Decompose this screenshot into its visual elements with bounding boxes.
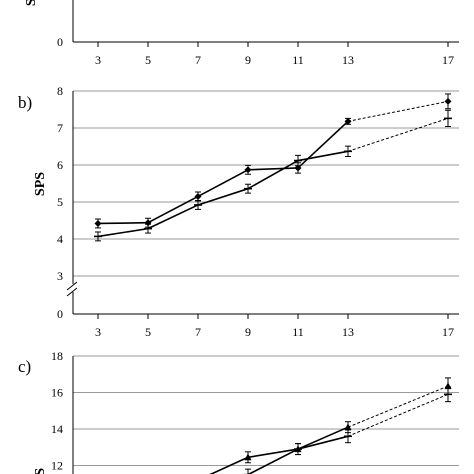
panel-b-series-2-segment bbox=[97, 227, 149, 238]
panel-c-series-1-segment bbox=[209, 456, 249, 474]
panel-c-y-tick-label: 18 bbox=[51, 349, 63, 363]
panel-a-x-tick-label: 9 bbox=[245, 53, 251, 67]
panel-b-x-tick-label: 3 bbox=[95, 325, 101, 339]
panel-b-y-tick-label: 6 bbox=[57, 158, 63, 172]
panel-a-y-axis-label: SPS bbox=[24, 0, 39, 6]
panel-b-axis-break-mark bbox=[66, 281, 78, 291]
panel-b-series-1-point bbox=[94, 219, 102, 227]
panel-c-series-1-segment bbox=[347, 385, 449, 428]
panel-b-y-tick-label: 5 bbox=[57, 195, 63, 209]
panel-a-x-tick-label: 5 bbox=[145, 53, 151, 67]
panel-a-x-tick-label: 11 bbox=[292, 53, 304, 67]
panel-b-y-tick-label: 7 bbox=[57, 121, 63, 135]
panel-b-series-1-point bbox=[244, 166, 252, 174]
panel-b-series-1-point bbox=[444, 97, 452, 105]
panel-b-y-tick-label: 4 bbox=[57, 232, 63, 246]
panel-c-series-2-segment bbox=[247, 448, 299, 474]
panel-c-series-1-segment bbox=[297, 426, 349, 450]
panel-b-series-2-segment bbox=[197, 187, 249, 206]
panel-b-x-tick-label: 5 bbox=[145, 325, 151, 339]
panel-b-series-2-segment bbox=[347, 117, 449, 152]
panel-b-series-1-segment bbox=[147, 195, 199, 224]
panel-c-series-2-segment bbox=[297, 435, 349, 450]
panel-a-y-tick-label: 0 bbox=[57, 35, 63, 49]
panel-a-x-tick-label: 3 bbox=[95, 53, 101, 67]
panel-b-series-1-segment bbox=[97, 221, 149, 225]
panel-b-y-axis-label: SPS bbox=[33, 172, 48, 196]
panel-b-series-2-segment bbox=[147, 204, 199, 230]
panel-c-label: c) bbox=[18, 357, 31, 376]
panel-a-x-tick-label: 17 bbox=[442, 53, 454, 67]
panel-c-series-2-segment bbox=[347, 393, 449, 437]
panel-b-y-tick-label: 3 bbox=[57, 269, 63, 283]
panel-c-y-tick-label: 12 bbox=[51, 459, 63, 473]
panel-b-axis-break-gap bbox=[67, 284, 79, 292]
panel-b-axis-break-mark bbox=[66, 287, 78, 297]
panel-b-series-1-segment bbox=[297, 120, 349, 169]
panel-b-y-zero-label: 0 bbox=[57, 307, 63, 321]
panel-c-series-1-segment bbox=[247, 448, 299, 459]
panel-c-series-1-point bbox=[244, 453, 252, 461]
panel-b-x-tick-label: 17 bbox=[442, 325, 454, 339]
panel-a-x-tick-label: 13 bbox=[342, 53, 354, 67]
panel-b-x-tick-label: 9 bbox=[245, 325, 251, 339]
panel-c-y-axis-label: SPS bbox=[33, 468, 48, 474]
panel-a-x-tick-label: 7 bbox=[195, 53, 201, 67]
panel-b-y-tick-label: 8 bbox=[57, 84, 63, 98]
panel-b-series-1-segment bbox=[247, 167, 299, 171]
panel-b-series-2-segment bbox=[247, 159, 299, 190]
panel-b-x-tick-label: 11 bbox=[292, 325, 304, 339]
panel-c-series-1-point bbox=[344, 423, 352, 431]
panel-b-series-1-point bbox=[344, 117, 352, 125]
panel-b-x-tick-label: 13 bbox=[342, 325, 354, 339]
panel-c-y-tick-label: 16 bbox=[51, 386, 63, 400]
panel-c-y-tick-label: 14 bbox=[51, 422, 63, 436]
panel-b-x-tick-label: 7 bbox=[195, 325, 201, 339]
panel-b-series-1-segment bbox=[347, 100, 449, 122]
panel-b-series-1-point bbox=[194, 192, 202, 200]
panel-b-series-1-segment bbox=[197, 169, 249, 198]
panel-b-series-2-segment bbox=[297, 150, 349, 162]
panel-b-label: b) bbox=[18, 93, 32, 112]
